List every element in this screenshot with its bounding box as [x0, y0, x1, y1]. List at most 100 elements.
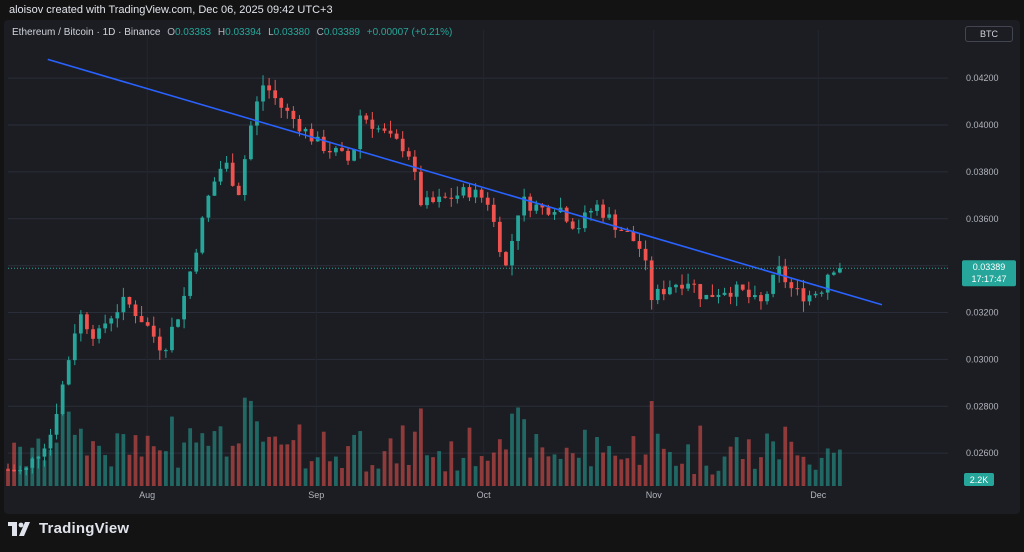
candle-body[interactable] — [759, 295, 763, 302]
currency-button[interactable]: BTC — [965, 26, 1013, 42]
candle-body[interactable] — [60, 384, 65, 415]
candle-body[interactable] — [139, 316, 144, 323]
candle-body[interactable] — [710, 294, 715, 297]
candle-body[interactable] — [346, 150, 350, 161]
candle-body[interactable] — [777, 266, 782, 275]
candle-body[interactable] — [309, 128, 314, 142]
candle-body[interactable] — [819, 292, 824, 294]
candle-body[interactable] — [473, 189, 478, 198]
candle-body[interactable] — [261, 85, 265, 102]
candle-body[interactable] — [255, 101, 259, 126]
candle-body[interactable] — [692, 283, 697, 285]
candle-body[interactable] — [406, 151, 411, 157]
candle-body[interactable] — [103, 323, 108, 329]
candle-body[interactable] — [625, 231, 630, 233]
candle-body[interactable] — [224, 162, 229, 169]
candle-body[interactable] — [528, 196, 533, 211]
candle-body[interactable] — [582, 212, 587, 229]
candle-body[interactable] — [595, 204, 599, 211]
candle-body[interactable] — [431, 197, 435, 203]
candle-body[interactable] — [589, 210, 593, 213]
candle-body[interactable] — [534, 204, 539, 211]
candle-body[interactable] — [510, 240, 514, 266]
candle-body[interactable] — [789, 282, 794, 289]
candle-body[interactable] — [631, 231, 636, 242]
candle-body[interactable] — [370, 119, 375, 129]
candle-body[interactable] — [425, 197, 429, 206]
candle-body[interactable] — [704, 294, 709, 300]
candle-body[interactable] — [601, 204, 605, 218]
candle-body[interactable] — [376, 128, 381, 130]
candle-body[interactable] — [765, 293, 769, 302]
candle-body[interactable] — [504, 252, 508, 266]
candle-body[interactable] — [564, 207, 569, 222]
candle-body[interactable] — [303, 128, 308, 132]
candle-body[interactable] — [546, 207, 551, 215]
candle-body[interactable] — [115, 312, 120, 319]
candle-body[interactable] — [728, 292, 733, 297]
candle-body[interactable] — [133, 304, 138, 317]
candle-body[interactable] — [667, 287, 672, 295]
candle-body[interactable] — [66, 360, 71, 385]
candle-body[interactable] — [321, 136, 326, 151]
candle-body[interactable] — [176, 319, 180, 327]
candle-body[interactable] — [455, 195, 460, 199]
candle-body[interactable] — [576, 228, 581, 230]
candle-body[interactable] — [570, 221, 575, 229]
candle-body[interactable] — [182, 295, 186, 320]
candle-body[interactable] — [674, 284, 678, 288]
candle-body[interactable] — [285, 107, 290, 111]
candle-body[interactable] — [188, 271, 193, 296]
candle-body[interactable] — [643, 248, 648, 261]
candle-body[interactable] — [279, 98, 284, 108]
candle-body[interactable] — [437, 196, 442, 203]
candle-body[interactable] — [382, 128, 387, 131]
candle-body[interactable] — [121, 296, 126, 313]
candle-body[interactable] — [540, 204, 545, 208]
candle-body[interactable] — [72, 333, 77, 361]
candle-body[interactable] — [236, 185, 241, 196]
candle-body[interactable] — [613, 214, 618, 230]
candle-body[interactable] — [157, 336, 162, 351]
candle-body[interactable] — [801, 288, 806, 302]
candle-body[interactable] — [807, 295, 812, 302]
candle-body[interactable] — [449, 197, 454, 199]
candle-body[interactable] — [771, 274, 775, 294]
candle-body[interactable] — [740, 284, 745, 290]
candle-body[interactable] — [619, 229, 624, 232]
tradingview-logo[interactable]: TradingView — [8, 520, 129, 537]
candle-body[interactable] — [364, 115, 369, 120]
candle-body[interactable] — [170, 326, 174, 351]
candle-body[interactable] — [91, 329, 95, 339]
candle-body[interactable] — [698, 284, 703, 300]
candle-body[interactable] — [200, 217, 205, 253]
candle-body[interactable] — [722, 292, 727, 295]
candle-body[interactable] — [267, 85, 271, 91]
candle-body[interactable] — [42, 448, 47, 457]
candle-body[interactable] — [552, 212, 557, 215]
candle-body[interactable] — [78, 314, 83, 334]
candle-body[interactable] — [461, 187, 466, 196]
candle-body[interactable] — [825, 274, 830, 293]
candle-body[interactable] — [419, 171, 423, 206]
candle-body[interactable] — [291, 110, 296, 119]
candle-body[interactable] — [795, 288, 800, 290]
candle-body[interactable] — [813, 293, 818, 296]
candle-body[interactable] — [746, 289, 751, 298]
candle-body[interactable] — [127, 296, 132, 305]
candle-body[interactable] — [491, 204, 496, 222]
candle-body[interactable] — [151, 325, 156, 337]
candle-body[interactable] — [273, 90, 278, 99]
candle-body[interactable] — [661, 288, 666, 295]
candle-body[interactable] — [85, 314, 89, 330]
candle-body[interactable] — [838, 268, 842, 273]
candle-body[interactable] — [497, 221, 502, 253]
candle-body[interactable] — [163, 350, 168, 352]
candle-body[interactable] — [831, 272, 836, 275]
candle-body[interactable] — [753, 295, 757, 298]
candle-body[interactable] — [48, 434, 53, 449]
candle-body[interactable] — [522, 196, 527, 216]
candle-body[interactable] — [716, 294, 721, 297]
candle-body[interactable] — [400, 138, 405, 152]
candle-body[interactable] — [109, 318, 114, 324]
